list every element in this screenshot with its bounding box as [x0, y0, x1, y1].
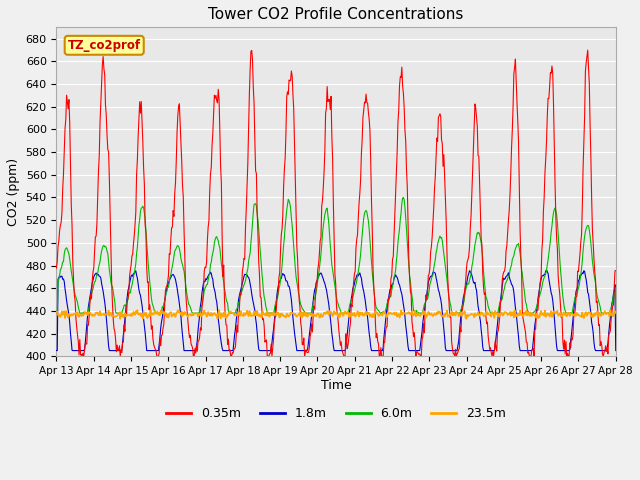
X-axis label: Time: Time	[321, 379, 351, 392]
Y-axis label: CO2 (ppm): CO2 (ppm)	[7, 158, 20, 226]
Title: Tower CO2 Profile Concentrations: Tower CO2 Profile Concentrations	[209, 7, 464, 22]
Text: TZ_co2prof: TZ_co2prof	[68, 39, 141, 52]
Legend: 0.35m, 1.8m, 6.0m, 23.5m: 0.35m, 1.8m, 6.0m, 23.5m	[161, 402, 511, 425]
